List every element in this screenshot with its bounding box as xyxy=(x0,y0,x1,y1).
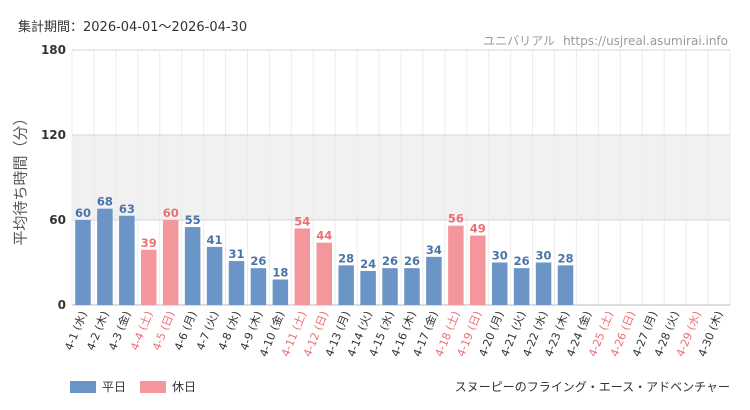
legend-weekday-swatch xyxy=(70,380,96,393)
bar xyxy=(513,268,530,305)
data-label: 30 xyxy=(492,249,508,263)
bar xyxy=(162,220,179,305)
bar xyxy=(250,268,267,305)
data-label: 26 xyxy=(250,254,266,268)
legend-holiday-swatch xyxy=(140,380,167,393)
data-label: 44 xyxy=(316,229,332,243)
bar xyxy=(426,256,442,305)
data-label: 18 xyxy=(272,266,288,280)
data-label: 26 xyxy=(514,254,530,268)
bar xyxy=(316,242,332,305)
legend-holiday-label: 休日 xyxy=(172,380,197,394)
bar xyxy=(141,249,157,305)
data-label: 34 xyxy=(426,243,442,257)
bar xyxy=(557,265,574,305)
bar xyxy=(272,279,289,305)
data-label: 55 xyxy=(185,213,201,227)
bar xyxy=(228,261,245,305)
site-credit: ユニバリアル https://usjreal.asumirai.info xyxy=(483,32,728,49)
bar xyxy=(294,228,311,305)
bar xyxy=(535,262,552,305)
data-label: 26 xyxy=(382,254,398,268)
data-label: 49 xyxy=(470,222,486,236)
bar xyxy=(382,268,398,305)
bar xyxy=(75,220,91,305)
data-label: 26 xyxy=(404,254,420,268)
y-tick-label: 180 xyxy=(41,43,66,57)
data-label: 56 xyxy=(448,212,464,226)
data-label: 31 xyxy=(228,247,244,261)
bar xyxy=(119,215,135,305)
legend-weekday[interactable]: 平日 xyxy=(70,378,126,395)
data-label: 24 xyxy=(360,257,376,271)
data-label: 60 xyxy=(75,206,91,220)
y-tick-label: 60 xyxy=(49,213,66,227)
bar xyxy=(184,227,201,305)
y-tick-label: 120 xyxy=(41,128,66,142)
bar xyxy=(97,208,113,305)
bar xyxy=(360,271,376,305)
data-label: 28 xyxy=(338,251,354,265)
legend-holiday[interactable]: 休日 xyxy=(140,378,196,395)
legend-weekday-label: 平日 xyxy=(102,380,127,394)
bar xyxy=(338,265,354,305)
data-label: 30 xyxy=(536,249,552,263)
data-label: 68 xyxy=(97,195,113,209)
y-tick-label: 0 xyxy=(58,298,66,312)
data-label: 54 xyxy=(294,215,310,229)
data-label: 39 xyxy=(141,236,157,250)
attraction-name: スヌーピーのフライング・エース・アドベンチャー xyxy=(454,380,730,394)
bar xyxy=(470,235,486,305)
data-label: 63 xyxy=(119,202,135,216)
data-label: 60 xyxy=(163,206,179,220)
data-label: 41 xyxy=(207,233,223,247)
data-label: 28 xyxy=(557,251,573,265)
credit-url[interactable]: https://usjreal.asumirai.info xyxy=(563,34,728,48)
bar xyxy=(491,262,508,305)
legend: 平日 休日 xyxy=(70,378,210,395)
bar xyxy=(206,246,223,305)
bar xyxy=(404,268,420,305)
credit-name: ユニバリアル xyxy=(483,34,556,48)
period-text: 集計期間：2026-04-01～2026-04-30 xyxy=(18,20,248,35)
bar xyxy=(448,225,464,305)
